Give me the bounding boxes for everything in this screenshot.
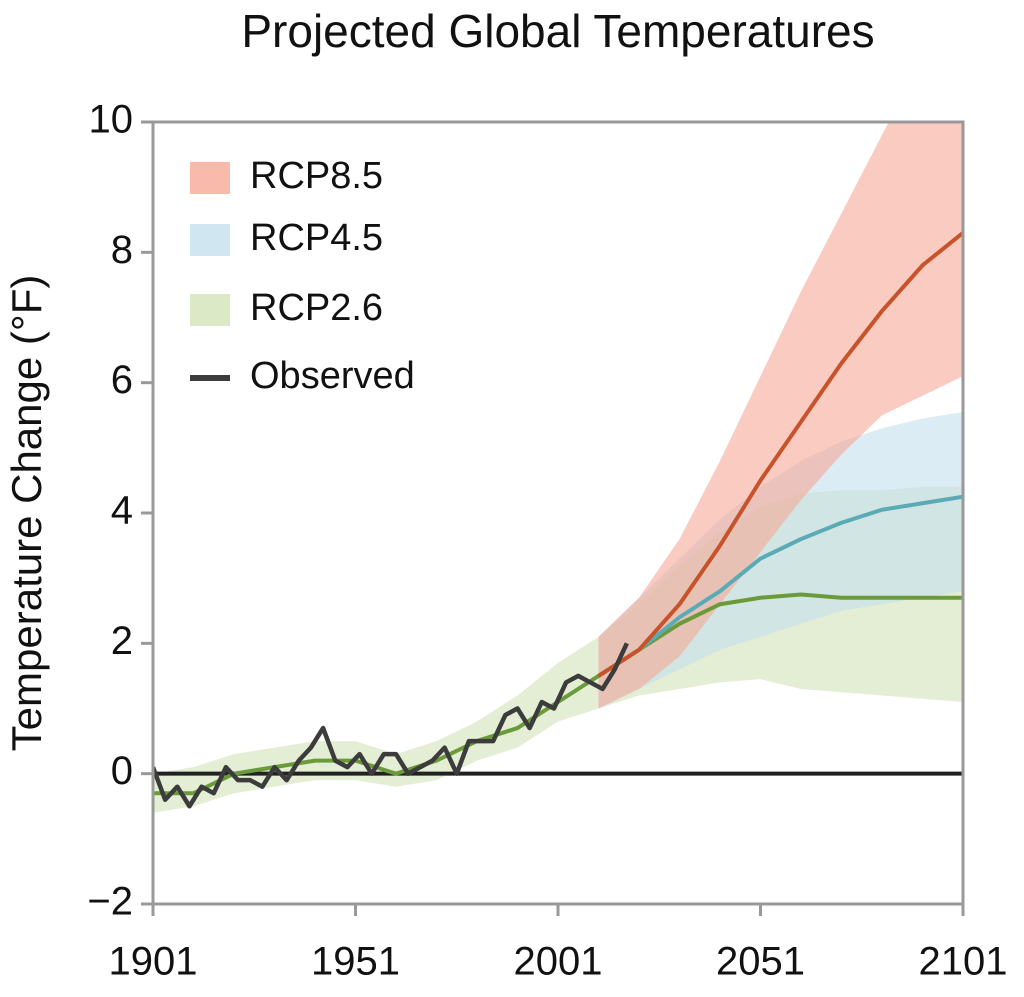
observed-line bbox=[153, 642, 629, 809]
y-tick-label: 6 bbox=[111, 358, 133, 402]
legend-swatch bbox=[190, 224, 230, 256]
legend-swatch bbox=[190, 294, 230, 326]
legend-label: RCP8.5 bbox=[250, 155, 383, 197]
y-tick-label: 8 bbox=[111, 228, 133, 272]
x-tick-label: 2051 bbox=[716, 940, 805, 984]
x-tick-label: 1901 bbox=[109, 940, 198, 984]
legend-label: RCP4.5 bbox=[250, 217, 383, 259]
legend-swatch bbox=[190, 162, 230, 194]
y-tick-label: 2 bbox=[111, 619, 133, 663]
y-tick-label: 10 bbox=[89, 98, 134, 142]
chart-title: Projected Global Temperatures bbox=[241, 5, 874, 57]
legend-label: Observed bbox=[250, 355, 415, 397]
y-tick-label: 0 bbox=[111, 749, 133, 793]
y-tick-label: 4 bbox=[111, 489, 133, 533]
x-tick-label: 2001 bbox=[514, 940, 603, 984]
y-tick-label: −2 bbox=[87, 880, 133, 924]
legend-label: RCP2.6 bbox=[250, 287, 383, 329]
scenario-line bbox=[597, 231, 963, 678]
uncertainty-band bbox=[598, 122, 963, 709]
plot-area bbox=[153, 122, 963, 813]
y-axis-label: Temperature Change (°F) bbox=[3, 275, 50, 752]
x-tick-label: 1951 bbox=[311, 940, 400, 984]
scenario-line bbox=[597, 494, 963, 678]
x-tick-label: 2101 bbox=[919, 940, 1008, 984]
